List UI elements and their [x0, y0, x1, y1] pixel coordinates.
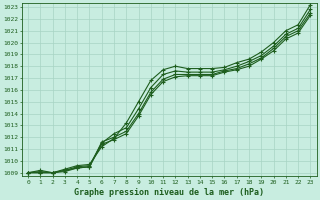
X-axis label: Graphe pression niveau de la mer (hPa): Graphe pression niveau de la mer (hPa) — [74, 188, 264, 197]
